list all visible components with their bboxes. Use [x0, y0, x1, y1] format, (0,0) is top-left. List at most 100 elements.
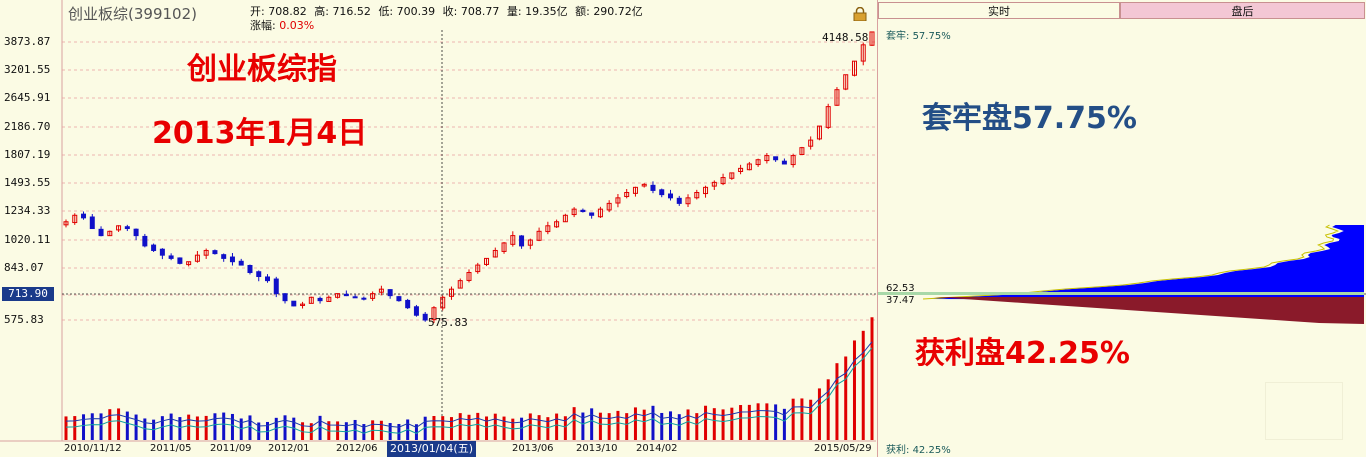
profit-overlay: 获利盘42.25% [915, 336, 1130, 371]
volume-bar [712, 408, 716, 440]
volume-bar [669, 411, 672, 440]
y-tick-label: 3873.87 [4, 35, 51, 48]
x-axis: 2010/11/12 2011/05 2011/09 2012/01 2012/06 20… [62, 441, 876, 457]
overlay-date: 2013年1月4日 [152, 116, 368, 151]
tab-after-hours[interactable]: 盘后 [1120, 2, 1365, 19]
candle-body [466, 272, 472, 281]
candle-body [343, 293, 349, 297]
cost-band [878, 292, 1364, 295]
volume-bar [520, 417, 524, 440]
x-tick-label: 2012/06 [336, 443, 378, 454]
y-tick-label: 843.07 [4, 261, 44, 274]
volume-bar [739, 405, 743, 440]
volume-bar [134, 414, 138, 440]
candle-body [457, 280, 463, 289]
x-tick-label: 2011/09 [210, 443, 252, 454]
chart-header: 创业板综(399102) 开: 708.82 高: 716.52 低: 700.… [0, 0, 876, 32]
candle-body [124, 226, 130, 230]
x-tick-label: 2014/02 [636, 443, 678, 454]
candle-body [738, 167, 744, 172]
volume-bar [800, 398, 804, 440]
candle-body [589, 212, 595, 216]
candle-body [448, 288, 454, 297]
amount-value: 290.72亿 [593, 5, 643, 18]
candle-body [597, 208, 603, 218]
candle-body [764, 155, 770, 162]
volume-bar [292, 417, 296, 440]
candle-body [632, 186, 638, 194]
candle-body [484, 257, 490, 265]
candle-body [116, 225, 122, 231]
volume-bar [432, 415, 436, 440]
candle-body [133, 228, 139, 237]
volume-bar [388, 423, 392, 440]
candle-body [641, 183, 647, 187]
volume-bar [485, 416, 489, 440]
volume-bar [82, 414, 86, 440]
volume-bar [686, 409, 690, 440]
volume-bar [782, 408, 786, 440]
candle-body [352, 296, 358, 299]
candle-body [72, 214, 78, 224]
lock-icon[interactable] [853, 7, 867, 21]
candle-body [501, 242, 507, 252]
volume-bar [441, 416, 445, 440]
low-label: 低: [378, 5, 394, 18]
volume-bar [169, 413, 173, 440]
candle-body [519, 235, 525, 247]
y-axis: 3873.87 3201.55 2645.91 2186.70 1807.19 1493.… [0, 0, 62, 440]
x-tick-label: 2010/11/12 [64, 443, 122, 454]
y-tick-label: 1807.19 [4, 148, 51, 161]
change-value: 0.03% [279, 19, 315, 32]
volume-value: 19.35亿 [525, 5, 568, 18]
y-tick-label: 3201.55 [4, 63, 51, 76]
candle-body [615, 197, 621, 204]
candle-body [492, 249, 498, 258]
candle-body [694, 192, 700, 199]
candle-body [335, 293, 341, 298]
overlay-title: 创业板综指 [187, 52, 337, 87]
volume-bar [493, 413, 497, 440]
volume-bar [248, 415, 252, 440]
candle-body [851, 60, 857, 76]
volume-bar [458, 413, 462, 440]
volume-bar [555, 413, 559, 440]
volume-bar [178, 417, 182, 440]
volume-bar [108, 409, 112, 440]
volume-bar [528, 413, 532, 440]
kline-chart[interactable] [0, 0, 876, 457]
high-label: 高: [314, 5, 329, 18]
x-tick-label: 2013/06 [512, 443, 554, 454]
x-tick-label: 2012/01 [268, 443, 310, 454]
candle-body [834, 89, 840, 106]
candle-body [440, 296, 446, 309]
volume-bar [230, 413, 234, 440]
candle-body [790, 155, 796, 166]
volume-bar [616, 410, 620, 440]
candle-body [317, 297, 323, 302]
volume-bar [204, 415, 208, 440]
candle-body [536, 230, 542, 241]
tab-realtime[interactable]: 实时 [878, 2, 1120, 19]
candle-body [799, 147, 805, 155]
candle-body [98, 228, 104, 237]
volume-bar [870, 317, 874, 440]
volume-bar [301, 422, 305, 440]
candle-body [159, 248, 165, 256]
volume-bar [195, 416, 199, 440]
candle-body [396, 296, 402, 302]
low-annotation: 575.83 [428, 316, 468, 329]
amount-label: 额: [575, 5, 590, 18]
trapped-overlay: 套牢盘57.75% [922, 101, 1137, 136]
volume-bar [625, 413, 629, 440]
candle-body [203, 249, 209, 256]
candle-body [650, 184, 656, 191]
y-tick-label: 575.83 [4, 313, 44, 326]
volume-bar [660, 412, 664, 440]
candle-body [755, 159, 761, 166]
volume-bar [598, 412, 602, 440]
volume-bar [309, 423, 313, 440]
candle-body [773, 156, 779, 161]
volume-bar [607, 413, 611, 440]
x-tick-label: 2011/05 [150, 443, 192, 454]
